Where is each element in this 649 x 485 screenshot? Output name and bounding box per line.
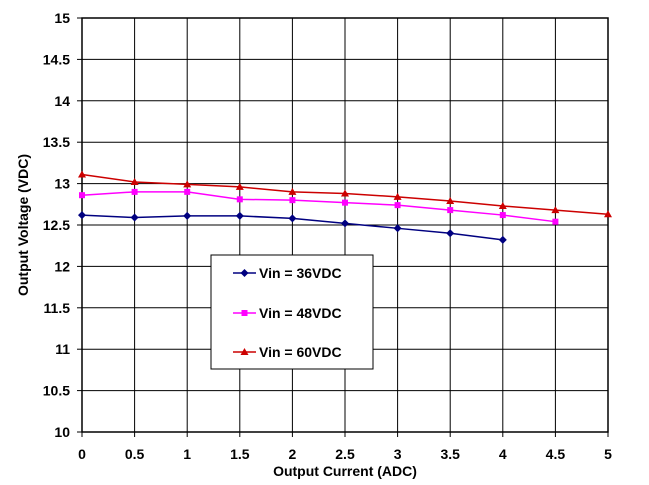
y-tick-label: 14 — [54, 93, 70, 109]
data-point — [183, 180, 192, 188]
data-point — [235, 182, 244, 190]
data-point — [552, 218, 559, 225]
data-point — [551, 206, 560, 214]
x-tick-label: 4.5 — [546, 446, 566, 462]
data-point — [342, 199, 348, 206]
data-point — [288, 214, 297, 223]
legend-marker — [240, 348, 249, 355]
data-point — [604, 210, 612, 218]
x-tick-label: 1 — [183, 446, 191, 462]
x-tick-label: 0 — [78, 446, 86, 462]
legend: Vin = 36VDC Vin = 48VDC Vin = 60VDC — [210, 254, 374, 370]
data-point — [498, 201, 507, 209]
y-tick-label: 15 — [54, 10, 70, 26]
x-tick-label: 1.5 — [230, 446, 250, 462]
plot-border — [81, 17, 609, 433]
y-axis-label: Output Voltage (VDC) — [15, 154, 31, 296]
data-point — [78, 170, 86, 178]
data-point — [288, 187, 297, 195]
legend-label: Vin = 48VDC — [259, 305, 342, 321]
data-point — [393, 192, 402, 200]
data-point — [446, 229, 455, 238]
series-1 — [78, 211, 507, 244]
x-tick-label: 5 — [604, 446, 612, 462]
x-tick-label: 3 — [394, 446, 402, 462]
data-point — [393, 224, 402, 233]
x-tick-label: 0.5 — [125, 446, 145, 462]
y-axis-ticks: 10 10.5 11 11.5 12 12.5 13 13.5 14 14.5 15 — [43, 10, 82, 440]
legend-item: Vin = 48VDC — [233, 305, 342, 321]
data-point — [236, 196, 243, 203]
data-point — [79, 192, 85, 199]
data-point — [130, 213, 139, 222]
y-tick-label: 10 — [54, 424, 70, 440]
data-point — [394, 202, 401, 209]
x-tick-label: 2 — [289, 446, 297, 462]
data-point — [446, 196, 455, 204]
legend-label: Vin = 60VDC — [259, 344, 342, 360]
data-point — [447, 207, 454, 214]
data-point — [498, 235, 507, 244]
data-point — [130, 177, 139, 185]
data-point — [131, 188, 138, 195]
x-tick-label: 3.5 — [440, 446, 460, 462]
data-point — [289, 197, 296, 204]
x-tick-label: 4 — [499, 446, 507, 462]
y-tick-label: 14.5 — [43, 51, 70, 67]
data-point — [235, 211, 244, 220]
legend-marker — [241, 310, 248, 316]
x-axis-ticks: 0 0.5 1 1.5 2 2.5 3 3.5 4 4.5 5 — [78, 432, 612, 462]
data-point — [184, 188, 191, 195]
series-layer — [78, 170, 612, 244]
x-axis-label: Output Current (ADC) — [273, 463, 417, 479]
y-tick-label: 12.5 — [43, 217, 70, 233]
series-3 — [78, 170, 612, 218]
legend-item: Vin = 36VDC — [233, 265, 342, 281]
data-point — [341, 189, 349, 197]
x-tick-label: 2.5 — [335, 446, 355, 462]
series-2 — [79, 188, 559, 225]
data-point — [183, 211, 192, 220]
legend-box — [210, 254, 374, 370]
legend-marker — [240, 269, 249, 277]
y-tick-label: 12 — [54, 258, 70, 274]
legend-item: Vin = 60VDC — [233, 344, 342, 360]
series-line — [81, 191, 556, 223]
data-point — [499, 212, 506, 219]
y-tick-label: 11.5 — [44, 300, 71, 316]
data-point — [78, 211, 86, 220]
y-tick-label: 13 — [54, 176, 70, 192]
data-point — [341, 219, 349, 228]
legend-label: Vin = 36VDC — [259, 265, 342, 281]
y-tick-label: 13.5 — [43, 134, 70, 150]
y-tick-label: 11 — [55, 341, 70, 357]
y-tick-label: 10.5 — [43, 383, 70, 399]
